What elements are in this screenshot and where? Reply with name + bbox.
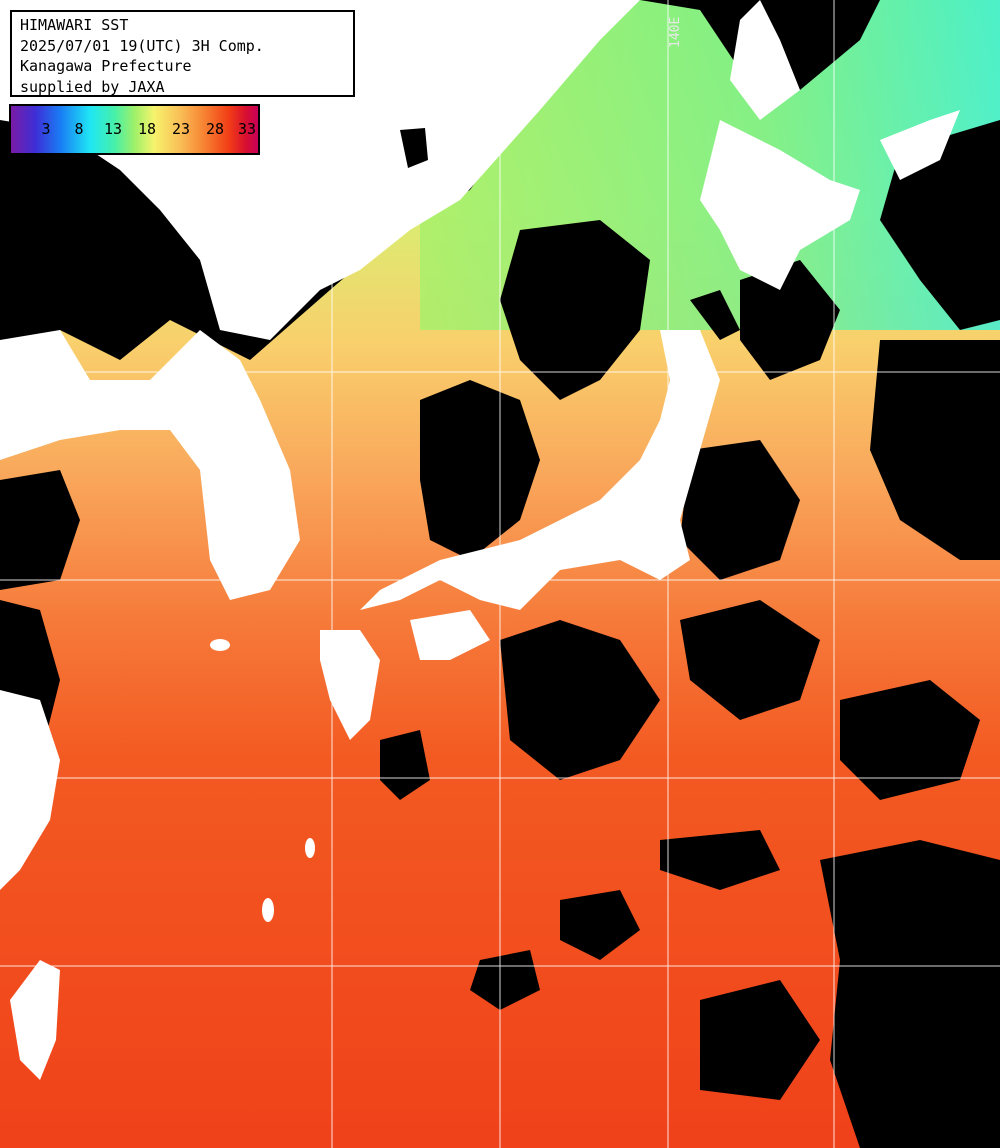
- color-scale-legend: 3 8 13 18 23 28 33: [9, 104, 260, 155]
- map-title: HIMAWARI SST: [20, 16, 129, 34]
- legend-tick: 3: [41, 120, 51, 138]
- credit-label: supplied by JAXA: [20, 77, 165, 96]
- legend-tick: 28: [205, 120, 225, 138]
- legend-tick: 33: [237, 120, 257, 138]
- cloud-fragments: [400, 128, 740, 340]
- legend-tick: 8: [74, 120, 84, 138]
- legend-tick: 23: [171, 120, 191, 138]
- legend-tick: 13: [103, 120, 123, 138]
- longitude-label: 140E: [668, 16, 683, 48]
- title-box: HIMAWARI SST 2025/07/01 19(UTC) 3H Comp.…: [10, 10, 355, 97]
- region-label: Kanagawa Prefecture: [20, 57, 192, 75]
- datetime-label: 2025/07/01 19(UTC) 3H Comp.: [20, 36, 264, 55]
- legend-tick: 18: [137, 120, 157, 138]
